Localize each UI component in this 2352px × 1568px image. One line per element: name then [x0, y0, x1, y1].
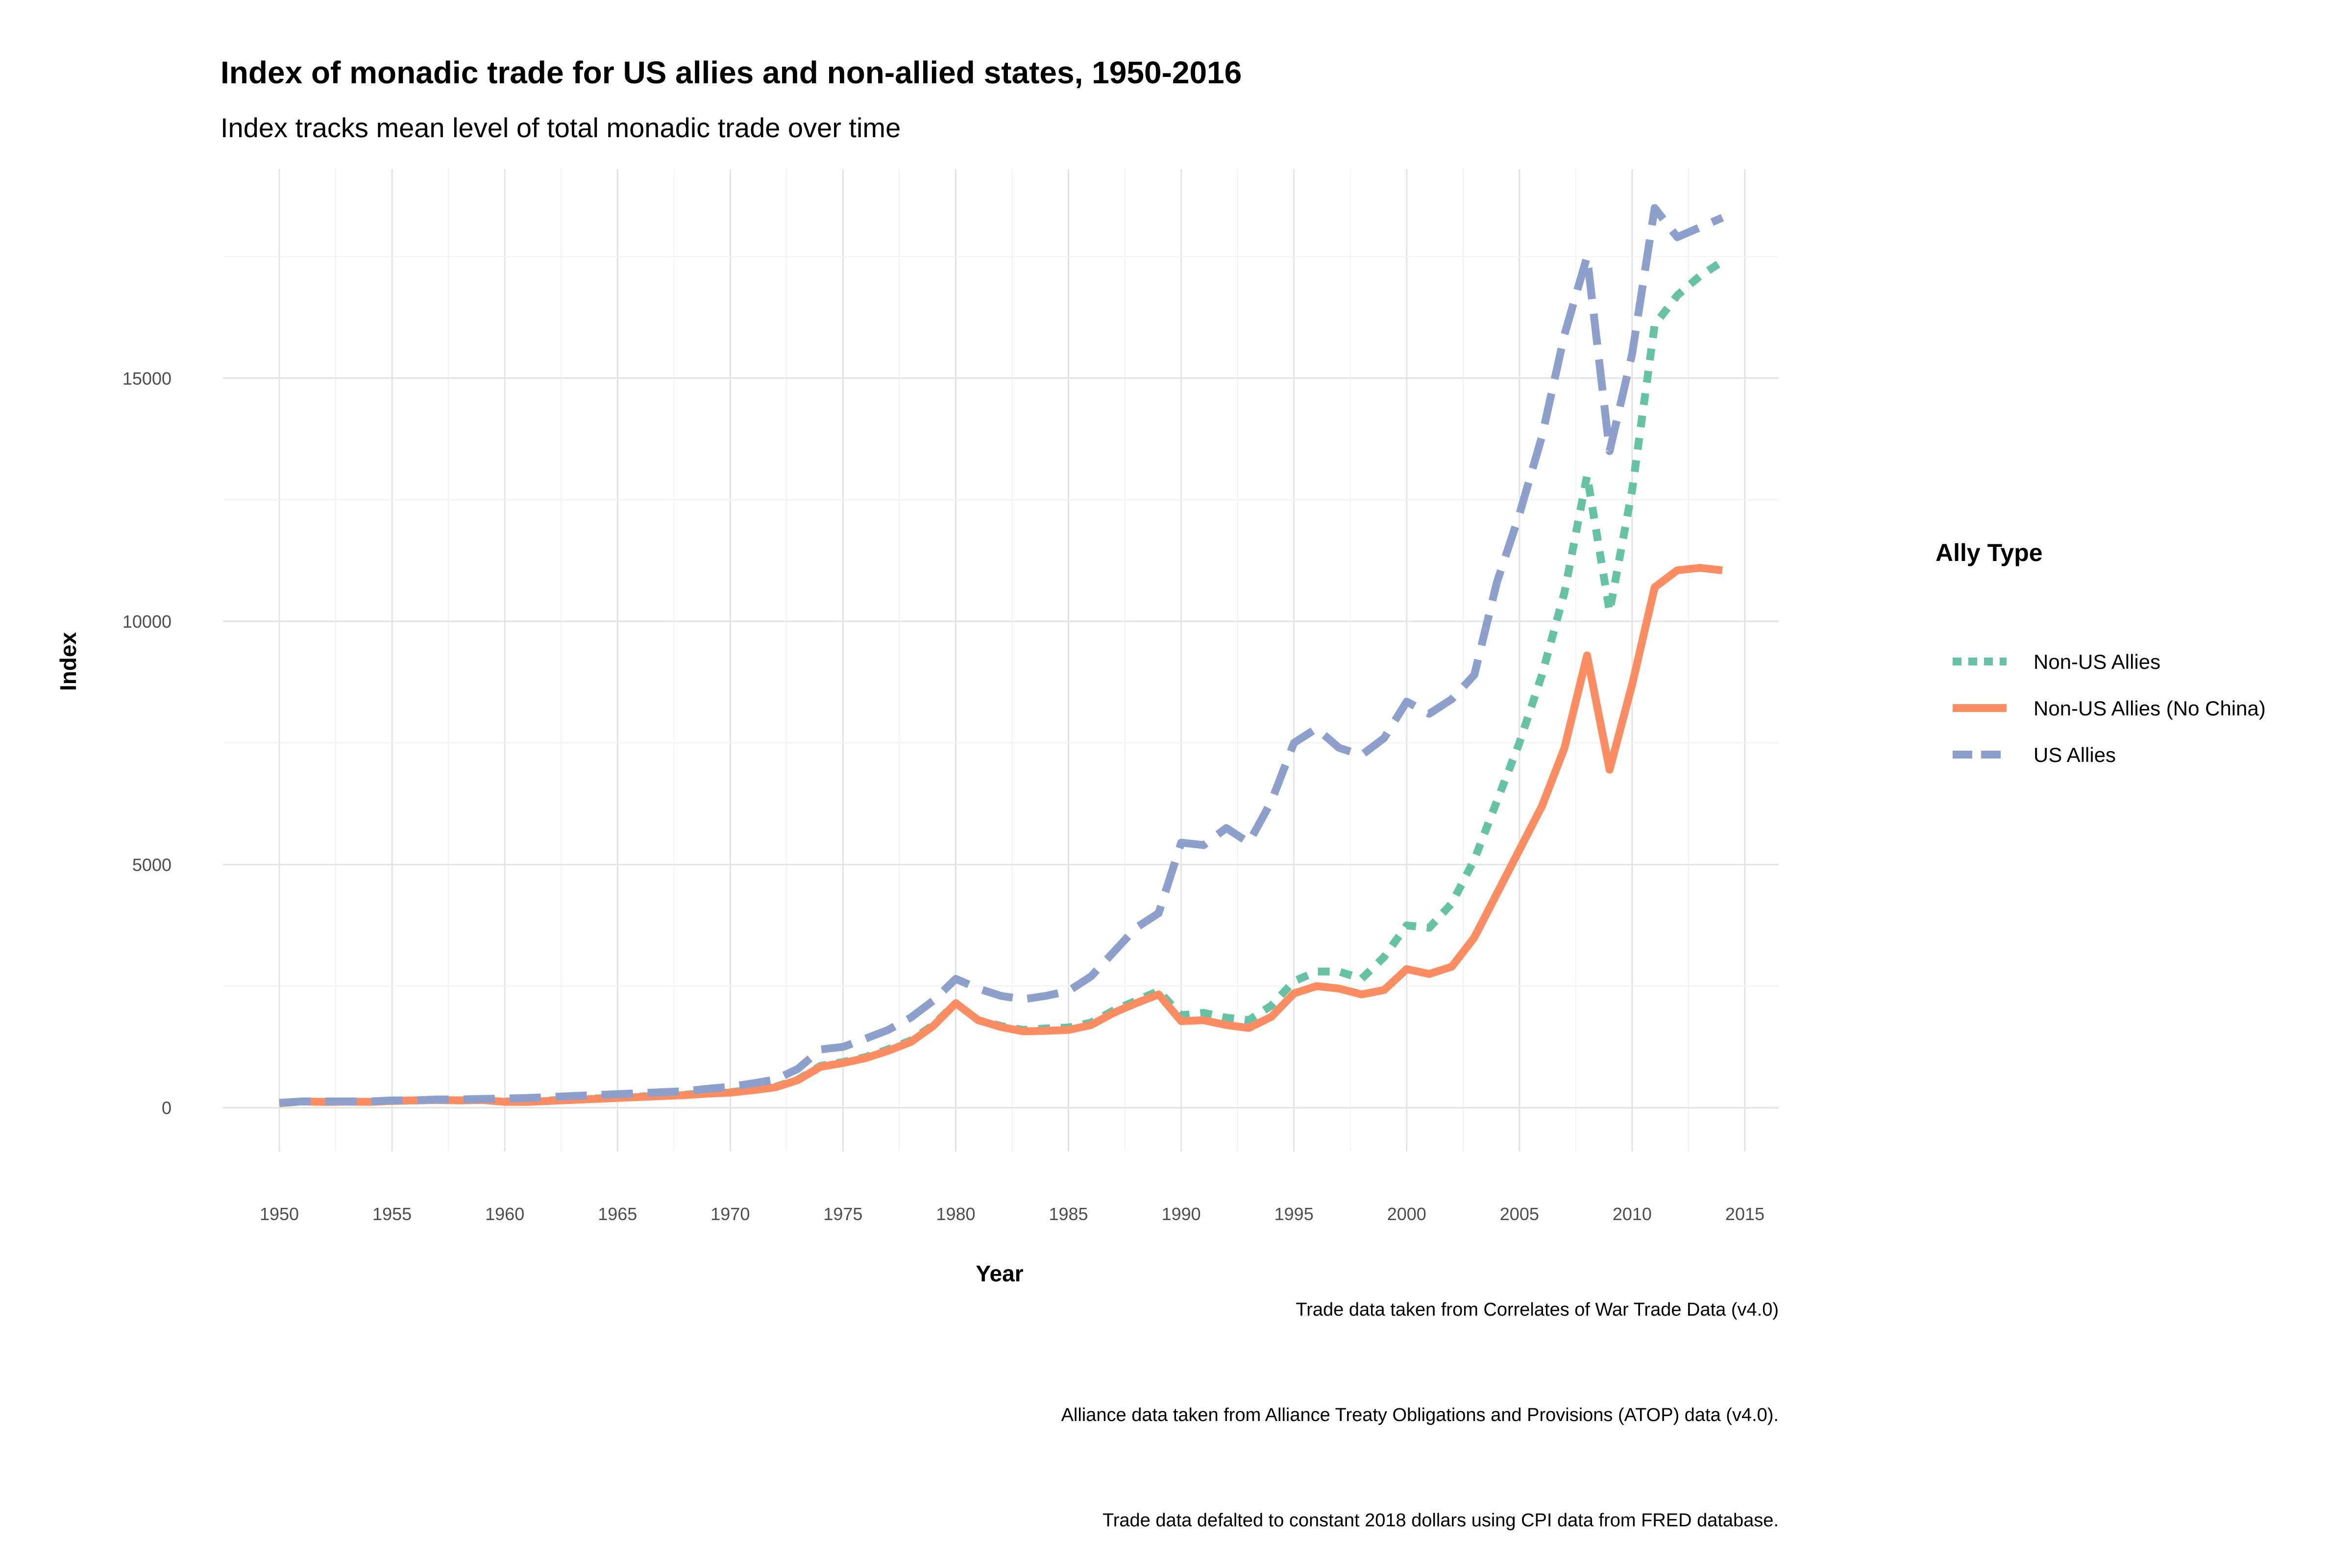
x-axis-title: Year — [976, 1261, 1023, 1286]
x-tick-label: 2015 — [1725, 1204, 1764, 1224]
x-tick-label: 2005 — [1500, 1204, 1539, 1224]
captions: Trade data taken from Correlates of War … — [1061, 1299, 1779, 1531]
y-tick-label: 0 — [162, 1098, 172, 1118]
x-tick-label: 1975 — [823, 1204, 862, 1224]
series-line-2 — [279, 204, 1724, 1107]
legend-label-1: Non-US Allies (No China) — [2034, 697, 2266, 720]
y-tick-label: 10000 — [122, 612, 172, 632]
x-tick-label: 1965 — [598, 1204, 637, 1224]
legend-title: Ally Type — [1936, 539, 2043, 566]
legend-items: Non-US Allies Non-US Allies (No China) US … — [1953, 650, 2266, 766]
chart-title: Index of monadic trade for US allies and… — [220, 55, 1242, 90]
legend: Ally Type Non-US Allies Non-US Allies (No… — [1936, 539, 2266, 766]
series-line-1 — [279, 564, 1723, 1107]
y-axis-ticks: 0 5000 10000 15000 — [122, 368, 172, 1118]
x-tick-label: 2000 — [1387, 1204, 1426, 1224]
legend-label-0: Non-US Allies — [2034, 650, 2160, 673]
x-tick-label: 1995 — [1274, 1204, 1314, 1224]
caption-1: Alliance data taken from Alliance Treaty… — [1061, 1405, 1779, 1425]
x-tick-label: 1955 — [372, 1204, 412, 1224]
x-tick-label: 1985 — [1049, 1204, 1088, 1224]
x-tick-label: 1980 — [936, 1204, 975, 1224]
x-tick-label: 1990 — [1162, 1204, 1201, 1224]
series-lines — [279, 204, 1725, 1107]
x-axis-ticks: 1950 1955 1960 1965 1970 1975 1980 1985 1990 1995… — [260, 1204, 1764, 1224]
y-axis-title: Index — [55, 632, 81, 691]
x-tick-label: 1970 — [710, 1204, 750, 1224]
series-line-0 — [279, 258, 1725, 1107]
caption-2: Trade data defalted to constant 2018 dol… — [1102, 1510, 1779, 1531]
x-tick-label: 1950 — [260, 1204, 299, 1224]
x-tick-label: 2010 — [1613, 1204, 1652, 1224]
caption-0: Trade data taken from Correlates of War … — [1296, 1299, 1779, 1320]
legend-label-2: US Allies — [2034, 743, 2116, 766]
y-tick-label: 5000 — [132, 855, 172, 875]
y-tick-label: 15000 — [122, 368, 172, 389]
grid — [223, 169, 1779, 1152]
chart-subtitle: Index tracks mean level of total monadic… — [220, 112, 901, 143]
x-tick-label: 1960 — [485, 1204, 524, 1224]
